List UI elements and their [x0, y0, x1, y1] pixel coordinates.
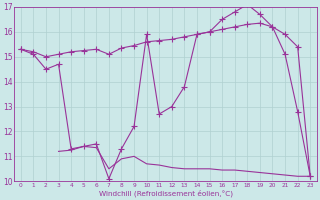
X-axis label: Windchill (Refroidissement éolien,°C): Windchill (Refroidissement éolien,°C) — [99, 189, 233, 197]
